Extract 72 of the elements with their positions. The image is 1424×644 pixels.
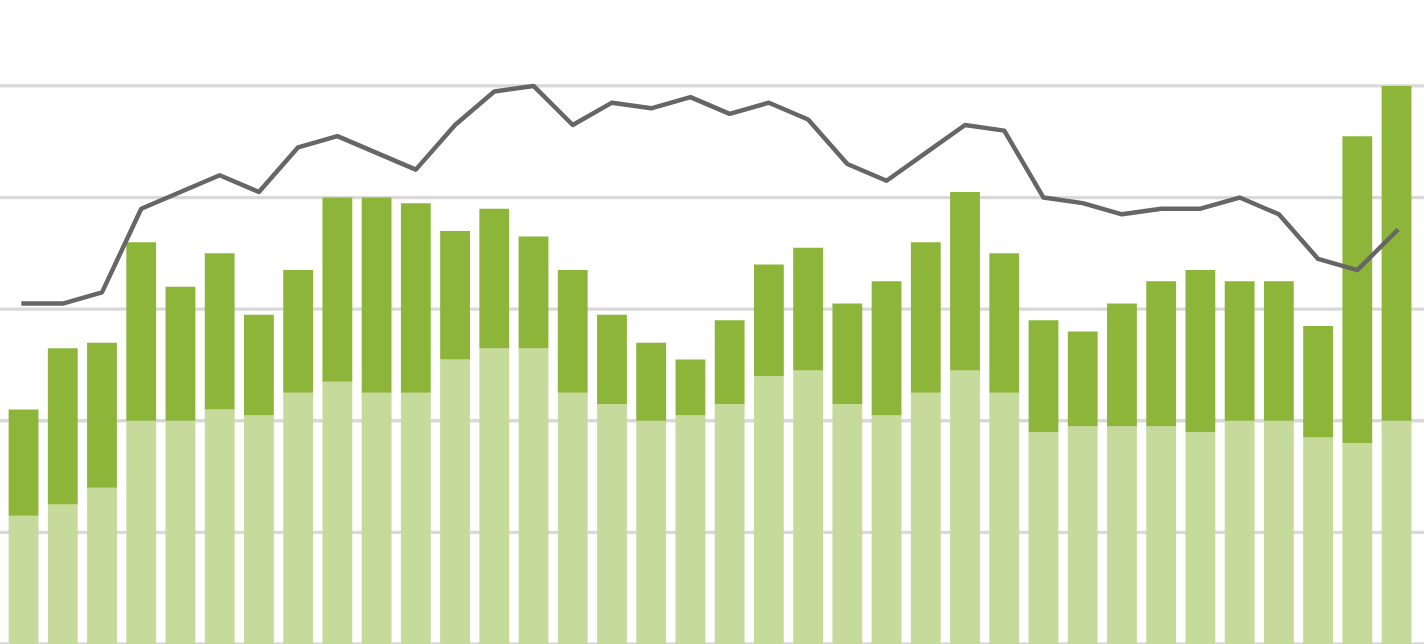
bar: [1146, 281, 1177, 427]
bar: [1342, 443, 1373, 644]
bar: [1263, 420, 1294, 644]
bar: [1067, 331, 1098, 427]
bar: [204, 409, 235, 644]
bar: [793, 247, 824, 371]
bar: [1185, 270, 1216, 432]
bar: [361, 197, 392, 393]
bar: [8, 409, 39, 516]
bar: [8, 515, 39, 644]
bar: [871, 281, 902, 416]
bar: [675, 359, 706, 416]
bar: [244, 415, 274, 644]
bar: [950, 370, 980, 644]
bar: [753, 376, 784, 644]
bar: [479, 208, 510, 349]
bar: [518, 236, 549, 349]
bar: [1107, 426, 1137, 644]
bar: [714, 404, 745, 644]
bar: [871, 415, 902, 644]
bar: [832, 303, 863, 405]
bar: [636, 342, 667, 421]
bar: [832, 404, 863, 644]
bar: [440, 359, 470, 644]
bar: [165, 420, 196, 644]
bar: [1342, 136, 1373, 444]
bar: [1067, 426, 1098, 644]
bar: [557, 392, 588, 644]
bar: [1028, 431, 1059, 644]
bar: [557, 270, 588, 393]
bar: [1303, 437, 1333, 644]
bar: [1381, 420, 1412, 644]
bar: [1107, 303, 1137, 427]
bar: [400, 392, 431, 644]
bar: [165, 286, 196, 421]
bar: [1185, 431, 1216, 644]
bar: [1146, 426, 1177, 644]
bar: [322, 197, 353, 382]
bar: [204, 253, 235, 410]
bar: [283, 270, 314, 393]
bar: [636, 420, 667, 644]
bar: [440, 231, 470, 360]
bar: [1224, 281, 1255, 421]
bar: [714, 320, 745, 405]
bar: [675, 415, 706, 644]
bar: [910, 242, 941, 393]
bar: [597, 404, 627, 644]
bar: [1381, 85, 1412, 421]
bar: [1028, 320, 1059, 432]
bar: [910, 392, 941, 644]
bar: [87, 487, 117, 644]
bar: [47, 504, 78, 644]
bar: [126, 242, 157, 421]
bar: [400, 203, 431, 393]
bar: [518, 348, 549, 644]
bar: [1224, 420, 1255, 644]
bar: [1303, 325, 1333, 438]
bar: [753, 264, 784, 377]
bar: [950, 191, 980, 371]
bar: [597, 314, 627, 405]
bar: [322, 381, 353, 644]
bar: [989, 253, 1020, 393]
bar: [126, 420, 157, 644]
bar: [244, 314, 274, 416]
bar: [793, 370, 824, 644]
bar: [283, 392, 314, 644]
bar: [479, 348, 510, 644]
bar: [361, 392, 392, 644]
bar: [989, 392, 1020, 644]
bar: [1263, 281, 1294, 421]
bar: [87, 342, 117, 488]
bar: [47, 348, 78, 505]
